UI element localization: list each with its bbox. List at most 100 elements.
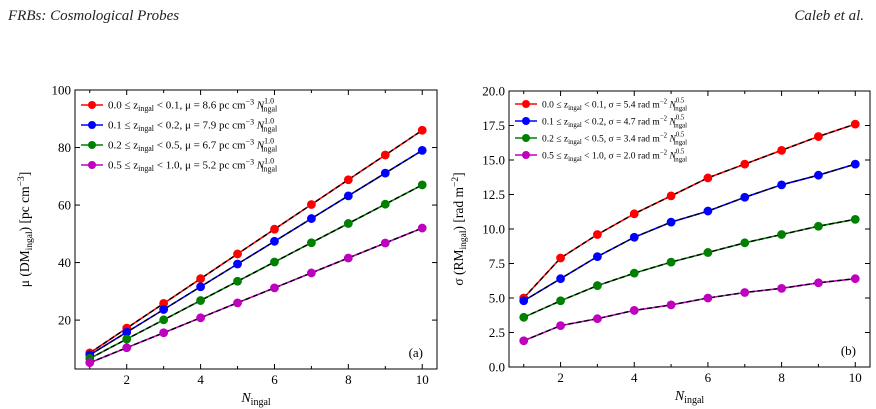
x-tick-label: 10 bbox=[416, 372, 429, 387]
data-point bbox=[703, 173, 713, 183]
data-point bbox=[380, 199, 390, 209]
series-line bbox=[523, 163, 856, 302]
data-point bbox=[233, 298, 242, 308]
data-point bbox=[850, 214, 860, 224]
data-point bbox=[519, 296, 529, 306]
data-point bbox=[703, 206, 713, 216]
data-point bbox=[270, 224, 279, 234]
data-point bbox=[380, 168, 390, 178]
x-tick-label: 10 bbox=[849, 370, 862, 385]
plot-frame bbox=[74, 89, 438, 370]
y-tick-label: 5.0 bbox=[489, 291, 505, 306]
y-tick-label: 10.0 bbox=[482, 222, 505, 237]
data-point bbox=[417, 146, 427, 155]
fit-line bbox=[523, 218, 856, 318]
y-tick-label: 100 bbox=[52, 83, 72, 98]
legend-label: 0.5 ≤ zingal < 1.0, σ = 2.0 rad m−2 N0.5… bbox=[542, 149, 687, 164]
data-point bbox=[270, 283, 279, 293]
data-point bbox=[666, 300, 676, 310]
data-point bbox=[85, 358, 95, 368]
data-point bbox=[556, 321, 565, 331]
data-point bbox=[629, 306, 639, 315]
legend-marker bbox=[88, 101, 96, 109]
data-point bbox=[740, 159, 750, 169]
x-tick-label: 6 bbox=[705, 370, 712, 385]
data-point bbox=[556, 253, 565, 263]
y-tick-label: 12.5 bbox=[482, 187, 505, 202]
data-point bbox=[593, 314, 602, 324]
data-point bbox=[666, 217, 676, 227]
data-point bbox=[196, 296, 205, 305]
data-point bbox=[629, 268, 639, 278]
data-point bbox=[850, 159, 860, 169]
legend-marker bbox=[88, 121, 96, 129]
legend-marker bbox=[522, 151, 530, 159]
panel-label: (a) bbox=[409, 345, 423, 360]
x-tick-label: 8 bbox=[345, 372, 352, 387]
legend-label: 0.0 ≤ zingal < 0.1, μ = 8.6 pc cm−3 N1.0… bbox=[108, 97, 278, 114]
data-point bbox=[307, 214, 316, 223]
data-point bbox=[666, 257, 676, 267]
x-tick-label: 2 bbox=[557, 370, 564, 385]
fit-line bbox=[523, 123, 856, 299]
data-point bbox=[814, 132, 823, 141]
data-point bbox=[666, 191, 676, 201]
data-point bbox=[703, 293, 713, 303]
data-point bbox=[556, 274, 565, 284]
data-point bbox=[703, 248, 713, 257]
data-point bbox=[740, 288, 750, 297]
data-point bbox=[850, 274, 860, 284]
running-header-authors: Caleb et al. bbox=[794, 8, 864, 24]
legend-marker bbox=[522, 117, 530, 125]
data-point bbox=[629, 232, 639, 242]
y-axis-label: σ (RMingal) [rad m−2] bbox=[451, 172, 469, 285]
data-point bbox=[740, 192, 750, 202]
data-point bbox=[159, 305, 169, 314]
data-point bbox=[593, 281, 602, 290]
legend-marker bbox=[522, 134, 530, 142]
x-axis-label: Ningal bbox=[240, 391, 271, 408]
data-point bbox=[814, 170, 823, 180]
y-tick-label: 20 bbox=[58, 313, 71, 328]
data-point bbox=[814, 221, 823, 231]
panel-label: (b) bbox=[841, 343, 856, 358]
data-point bbox=[270, 257, 279, 267]
series-line bbox=[523, 277, 856, 342]
data-point bbox=[233, 259, 242, 269]
data-point bbox=[343, 175, 353, 185]
data-point bbox=[593, 252, 602, 262]
legend-marker bbox=[88, 161, 96, 169]
data-point bbox=[593, 230, 602, 239]
data-point bbox=[196, 282, 205, 292]
data-point bbox=[380, 238, 390, 248]
legend-label: 0.1 ≤ zingal < 0.2, σ = 4.7 rad m−2 N0.5… bbox=[542, 115, 687, 130]
data-point bbox=[159, 315, 169, 325]
data-point bbox=[233, 249, 242, 259]
fit-line bbox=[523, 278, 856, 342]
y-tick-label: 15.0 bbox=[482, 153, 505, 168]
legend-marker bbox=[522, 100, 530, 108]
data-point bbox=[777, 145, 786, 155]
data-point bbox=[519, 312, 529, 322]
chart-panel-a: 2 4 6 8 10 20 40 60 80 100 Ningal μ (DMingal) [pc c… bbox=[17, 83, 438, 408]
x-tick-label: 6 bbox=[271, 372, 278, 387]
data-point bbox=[417, 223, 427, 233]
fit-line bbox=[89, 184, 423, 360]
y-tick-label: 40 bbox=[58, 255, 71, 270]
y-tick-label: 80 bbox=[58, 140, 71, 155]
data-point bbox=[850, 119, 860, 129]
x-tick-label: 4 bbox=[197, 372, 204, 387]
x-tick-label: 8 bbox=[778, 370, 785, 385]
data-point bbox=[417, 125, 427, 135]
fit-line bbox=[89, 149, 423, 356]
x-axis-label: Ningal bbox=[674, 389, 705, 406]
data-point bbox=[159, 328, 169, 338]
legend-label: 0.5 ≤ zingal < 1.0, μ = 5.2 pc cm−3 N1.0… bbox=[108, 157, 278, 174]
data-point bbox=[122, 343, 132, 353]
data-point bbox=[777, 180, 786, 190]
data-point bbox=[233, 276, 242, 286]
data-point bbox=[307, 200, 316, 209]
data-point bbox=[343, 253, 353, 263]
series-line bbox=[523, 218, 856, 319]
